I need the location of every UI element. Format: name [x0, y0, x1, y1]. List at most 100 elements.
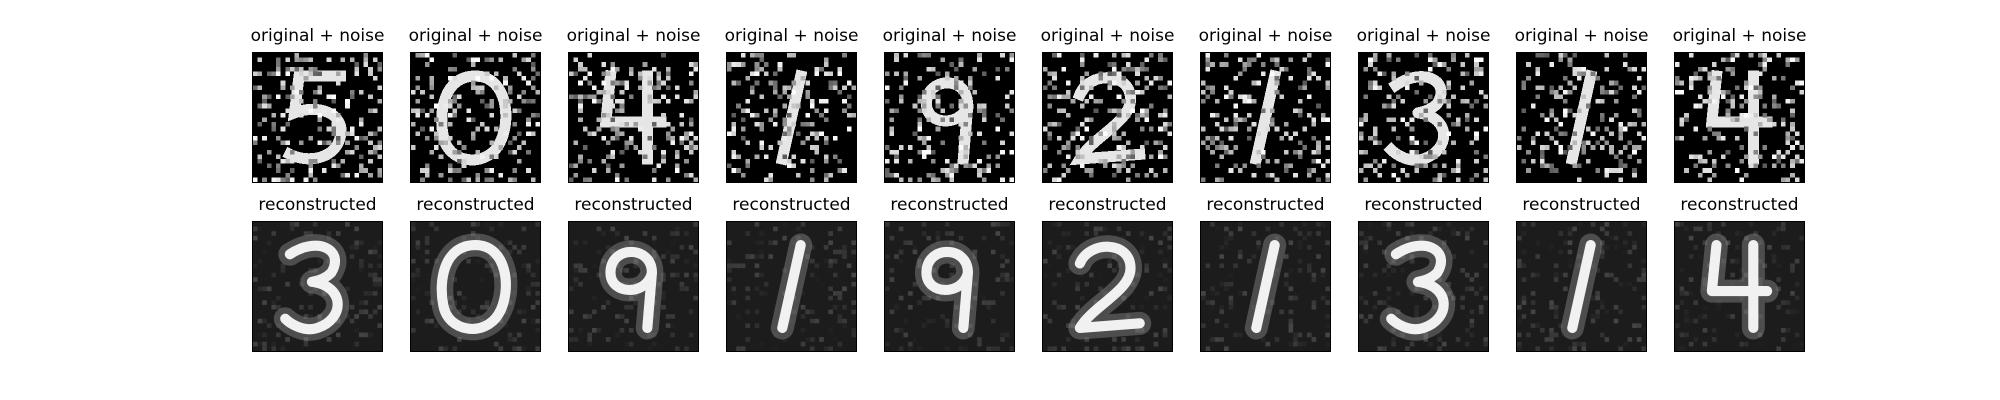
speckle-pixel: [521, 245, 527, 250]
noise-pixel: [443, 140, 448, 146]
noise-pixel: [1437, 122, 1442, 127]
speckle-pixel: [1056, 304, 1062, 310]
noise-pixel: [1070, 131, 1076, 136]
noise-pixel: [967, 131, 973, 136]
speckle-pixel: [1790, 309, 1795, 315]
speckle-pixel: [1780, 245, 1786, 250]
speckle-pixel: [1219, 254, 1225, 259]
noise-pixel: [1599, 135, 1605, 141]
noise-pixel: [503, 103, 508, 109]
noise-pixel: [1205, 85, 1211, 90]
noise-pixel: [326, 126, 332, 132]
noise-pixel: [740, 117, 746, 123]
noise-pixel: [1056, 94, 1062, 100]
noise-pixel: [1753, 163, 1758, 169]
noise-pixel: [931, 89, 936, 95]
noise-pixel: [493, 85, 499, 90]
speckle-pixel: [1464, 327, 1470, 333]
speckle-pixel: [349, 318, 355, 324]
noise-pixel: [1469, 80, 1475, 86]
noise-pixel: [1455, 177, 1461, 182]
noise-pixel: [377, 126, 382, 132]
noise-pixel: [1219, 154, 1225, 159]
noise-pixel: [809, 158, 815, 164]
panel-image: [1516, 221, 1647, 352]
speckle-pixel: [452, 346, 458, 351]
speckle-pixel: [1418, 286, 1424, 292]
noise-pixel: [740, 172, 746, 178]
reconstructed-digit-image: [569, 222, 698, 351]
speckle-pixel: [1483, 263, 1488, 269]
speckle-pixel: [908, 291, 913, 296]
speckle-pixel: [903, 240, 909, 246]
noise-pixel: [1767, 57, 1772, 63]
noise-pixel: [1418, 71, 1424, 77]
speckle-pixel: [1075, 286, 1080, 292]
speckle-pixel: [1734, 332, 1740, 338]
speckle-pixel: [1000, 277, 1005, 282]
noise-pixel: [1274, 57, 1280, 63]
noise-pixel: [1446, 112, 1452, 118]
speckle-pixel: [1052, 300, 1057, 305]
noise-pixel: [1618, 126, 1623, 132]
speckle-pixel: [1265, 226, 1271, 232]
panel-image: [1358, 221, 1489, 352]
speckle-pixel: [285, 337, 290, 342]
speckle-pixel: [1359, 272, 1364, 278]
noise-pixel: [1474, 158, 1479, 164]
noise-pixel: [754, 122, 760, 127]
noise-pixel: [1237, 117, 1243, 123]
noise-pixel: [750, 89, 755, 95]
noise-pixel: [1247, 62, 1252, 67]
noise-pixel: [842, 99, 847, 104]
speckle-pixel: [587, 332, 593, 338]
speckle-pixel: [1395, 291, 1401, 296]
noise-pixel: [271, 122, 277, 127]
noise-pixel: [1283, 131, 1289, 136]
speckle-pixel: [1622, 318, 1628, 324]
speckle-pixel: [1237, 222, 1243, 227]
noise-pixel: [526, 168, 531, 173]
noise-pixel: [489, 99, 494, 104]
noise-pixel: [1139, 108, 1145, 113]
noise-pixel: [963, 154, 968, 159]
speckle-pixel: [1306, 268, 1312, 273]
speckle-pixel: [1162, 231, 1168, 236]
noise-pixel: [1526, 76, 1531, 81]
noise-pixel: [484, 57, 490, 63]
noise-pixel: [1400, 99, 1406, 104]
speckle-pixel: [1441, 245, 1447, 250]
noise-pixel: [1359, 131, 1364, 136]
noise-pixel: [605, 89, 611, 95]
noise-pixel: [1125, 112, 1131, 118]
noise-pixel: [457, 158, 462, 164]
speckle-pixel: [354, 327, 359, 333]
noise-pixel: [1618, 163, 1623, 169]
speckle-pixel: [647, 332, 652, 338]
noise-pixel: [434, 131, 439, 136]
speckle-pixel: [1535, 240, 1541, 246]
speckle-pixel: [1260, 240, 1266, 246]
speckle-pixel: [1363, 263, 1369, 269]
speckle-pixel: [782, 291, 787, 296]
speckle-pixel: [727, 300, 732, 305]
speckle-pixel: [489, 300, 494, 305]
speckle-pixel: [1144, 235, 1149, 241]
noise-pixel: [1540, 149, 1545, 155]
speckle-pixel: [935, 231, 941, 236]
noise-pixel: [1283, 66, 1289, 72]
noise-pixel: [475, 149, 481, 155]
noise-pixel: [1121, 145, 1126, 150]
speckle-pixel: [800, 222, 806, 227]
speckle-pixel: [1056, 272, 1062, 278]
noise-pixel: [354, 135, 359, 141]
noise-pixel: [1228, 89, 1234, 95]
speckle-pixel: [573, 281, 579, 287]
speckle-pixel: [1112, 346, 1117, 351]
speckle-pixel: [1693, 226, 1699, 232]
noise-pixel: [1405, 172, 1410, 178]
noise-pixel: [656, 80, 662, 86]
noise-pixel: [1372, 126, 1378, 132]
speckle-pixel: [1604, 337, 1610, 342]
speckle-pixel: [498, 222, 504, 227]
